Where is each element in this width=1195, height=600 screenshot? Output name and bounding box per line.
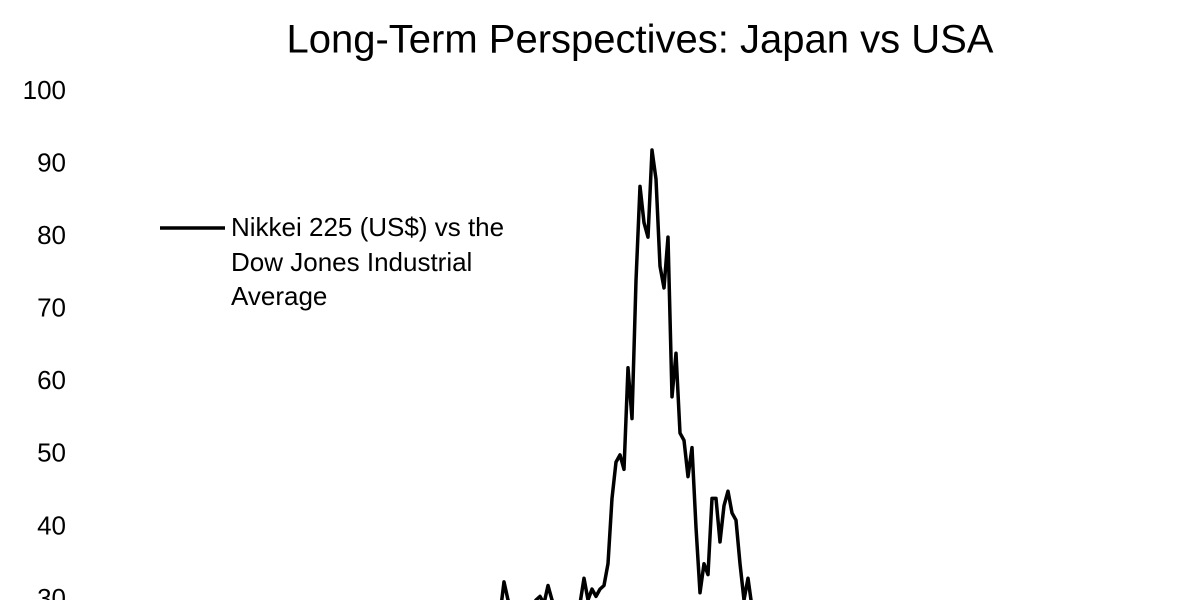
- chart-title: Long-Term Perspectives: Japan vs USA: [287, 18, 994, 62]
- y-tick-label: 100: [23, 75, 66, 105]
- series-line: [500, 148, 753, 600]
- y-tick-label: 90: [37, 147, 66, 177]
- y-tick-label: 30: [37, 583, 66, 600]
- legend-label: Nikkei 225 (US$) vs the Dow Jones Indust…: [231, 212, 505, 311]
- y-tick-label: 40: [37, 510, 66, 540]
- y-tick-label: 50: [37, 438, 66, 468]
- y-tick-label: 80: [37, 220, 66, 250]
- y-tick-label: 70: [37, 293, 66, 323]
- y-tick-label: 60: [37, 365, 66, 395]
